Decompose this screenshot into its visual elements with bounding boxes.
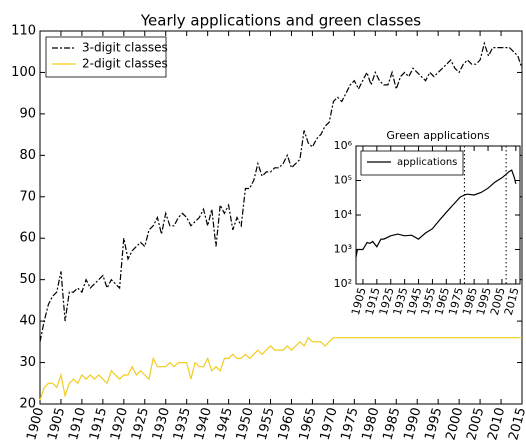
x-tick-label: 1930 — [150, 406, 173, 442]
y-tick-label: 90 — [19, 106, 36, 121]
x-tick-label: 1950 — [234, 406, 257, 442]
x-tick-label: 1915 — [87, 406, 110, 442]
legend-label: applications — [397, 157, 457, 168]
chart-title: Green applications — [386, 129, 489, 142]
legend-box — [45, 36, 167, 78]
x-tick-label: 1925 — [129, 406, 152, 442]
y-tick-label: 70 — [19, 189, 36, 204]
y-tick-label: 20 — [19, 397, 36, 412]
y-tick-label: 40 — [19, 314, 36, 329]
series-line — [39, 336, 522, 401]
y-tick-label: 60 — [19, 231, 36, 246]
x-tick-label: 2005 — [464, 406, 487, 442]
y-tick-label: 100 — [11, 65, 36, 80]
y-tick-label: 10³ — [334, 243, 352, 256]
x-tick-label: 1985 — [380, 406, 403, 442]
x-tick-label: 1975 — [339, 406, 362, 442]
x-tick-label: 1965 — [297, 406, 320, 442]
x-tick-label: 1945 — [213, 406, 236, 442]
y-tick-label: 80 — [19, 148, 36, 163]
x-tick-label: 2000 — [443, 406, 466, 442]
chart-title: Yearly applications and green classes — [140, 12, 421, 30]
x-tick-label: 1940 — [192, 406, 215, 442]
legend-label: 2-digit classes — [82, 57, 168, 71]
series-line — [355, 169, 517, 258]
x-tick-label: 2015 — [506, 406, 526, 442]
x-tick-label: 1960 — [276, 406, 299, 442]
y-tick-label: 10² — [334, 277, 352, 290]
y-tick-label: 10⁶ — [334, 139, 353, 152]
x-tick-label: 1920 — [108, 406, 131, 442]
x-tick-label: 1905 — [45, 406, 68, 442]
x-tick-label: 1990 — [401, 406, 424, 442]
x-tick-label: 1935 — [171, 406, 194, 442]
legend-box — [360, 150, 464, 176]
series-line — [39, 41, 523, 342]
x-tick-label: 1955 — [255, 406, 278, 442]
x-tick-label: 2010 — [485, 406, 508, 442]
y-tick-label: 10⁴ — [334, 208, 353, 221]
legend-label: 3-digit classes — [82, 41, 168, 55]
y-tick-label: 10⁵ — [334, 174, 352, 187]
x-tick-label: 1995 — [422, 406, 445, 442]
y-tick-label: 110 — [11, 24, 36, 39]
y-tick-label: 30 — [19, 355, 36, 370]
y-tick-label: 50 — [19, 272, 36, 287]
x-tick-label: 1970 — [318, 406, 341, 442]
x-tick-label: 1910 — [66, 406, 89, 442]
x-tick-label: 1980 — [359, 406, 382, 442]
